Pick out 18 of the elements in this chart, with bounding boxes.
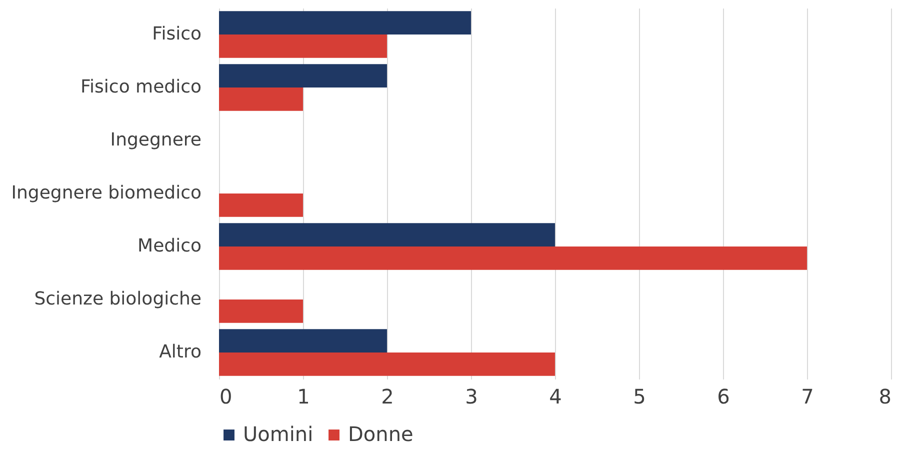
x-tick-label: 7 xyxy=(801,384,814,408)
y-tick-label: Scienze biologiche xyxy=(34,288,202,310)
y-tick-label: Fisico medico xyxy=(80,76,202,98)
x-tick-label: 6 xyxy=(717,384,730,408)
y-tick-label: Altro xyxy=(159,342,202,362)
x-tick-label: 2 xyxy=(381,384,394,408)
x-tick-label: 4 xyxy=(549,384,562,408)
y-tick-label: Ingegnere xyxy=(110,130,202,150)
x-tick-label: 3 xyxy=(465,384,478,408)
x-tick-label: 8 xyxy=(878,384,892,408)
x-tick-label: 0 xyxy=(220,384,232,408)
x-tick-label: 1 xyxy=(297,384,310,408)
y-tick-label: Medico xyxy=(138,236,202,256)
legend-label: Uomini xyxy=(243,422,314,446)
y-tick-label: Fisico xyxy=(152,24,202,44)
legend-label: Donne xyxy=(348,422,414,446)
y-tick-label: Ingegnere biomedico xyxy=(11,182,202,204)
x-tick-label: 5 xyxy=(633,384,646,408)
